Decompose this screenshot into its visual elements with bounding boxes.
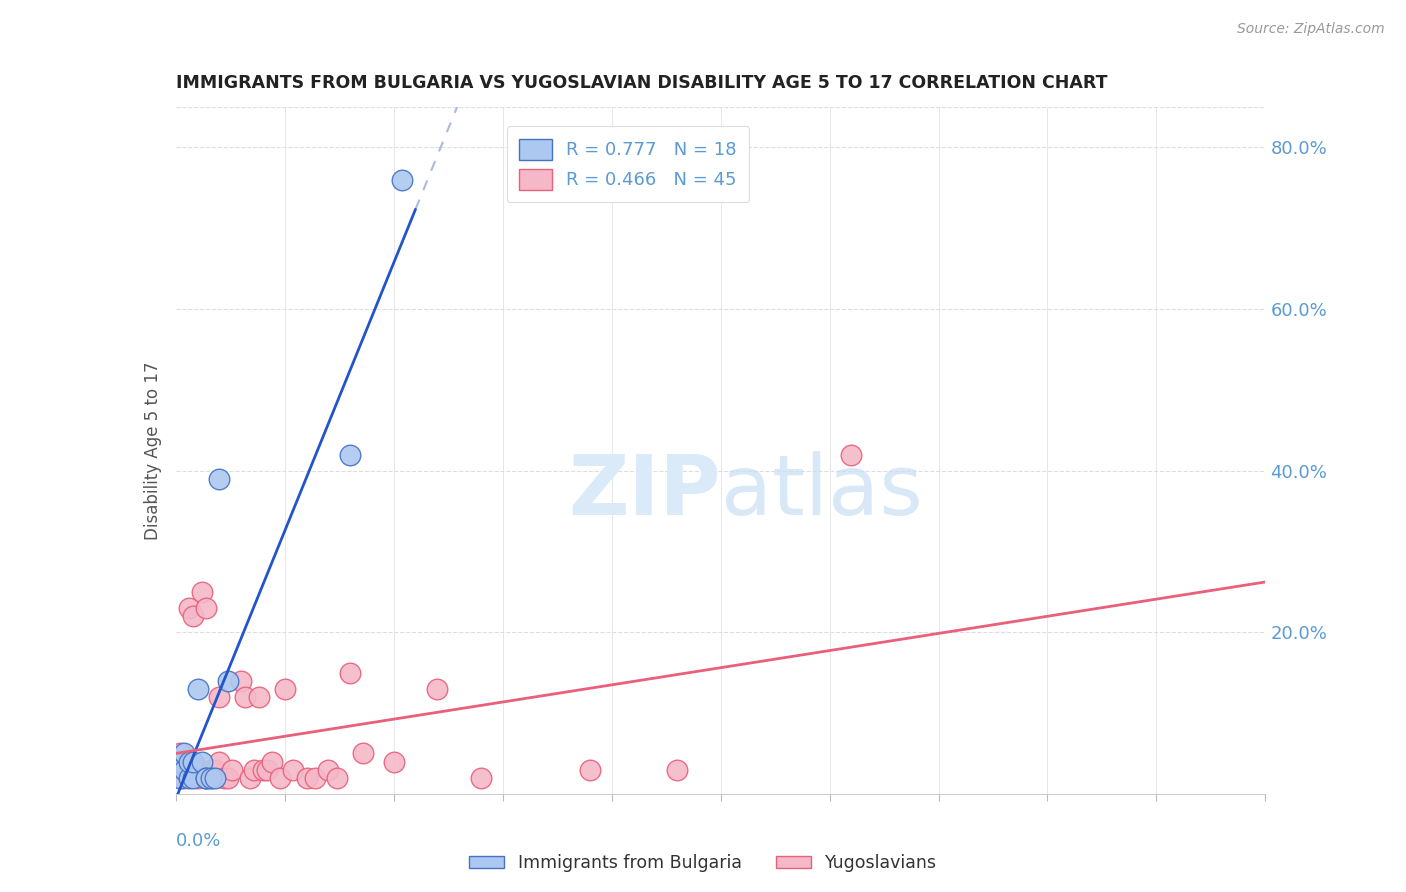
Point xyxy=(177,755,200,769)
Point xyxy=(195,601,218,615)
Point xyxy=(173,747,195,761)
Point xyxy=(221,763,243,777)
Point xyxy=(195,771,218,785)
Point xyxy=(186,763,209,777)
Point xyxy=(177,763,200,777)
Point xyxy=(186,681,209,696)
Point xyxy=(173,763,195,777)
Point xyxy=(252,763,274,777)
Point xyxy=(169,755,191,769)
Point xyxy=(169,763,191,777)
Point xyxy=(217,673,239,688)
Point xyxy=(191,585,214,599)
Text: Source: ZipAtlas.com: Source: ZipAtlas.com xyxy=(1237,22,1385,37)
Point xyxy=(217,771,239,785)
Point xyxy=(260,755,283,769)
Point xyxy=(283,763,305,777)
Point xyxy=(426,681,449,696)
Point xyxy=(339,448,361,462)
Point xyxy=(295,771,318,785)
Point xyxy=(177,771,200,785)
Point xyxy=(239,771,262,785)
Point xyxy=(186,771,209,785)
Point xyxy=(169,747,191,761)
Point xyxy=(208,755,231,769)
Point xyxy=(243,763,266,777)
Point xyxy=(212,771,235,785)
Text: atlas: atlas xyxy=(721,451,922,533)
Point xyxy=(352,747,374,761)
Point xyxy=(200,771,222,785)
Point xyxy=(169,771,191,785)
Text: 0.0%: 0.0% xyxy=(176,831,221,850)
Point xyxy=(579,763,602,777)
Point xyxy=(181,755,204,769)
Point xyxy=(191,755,214,769)
Point xyxy=(304,771,326,785)
Point xyxy=(231,673,253,688)
Point xyxy=(666,763,689,777)
Point xyxy=(177,601,200,615)
Point xyxy=(841,448,863,462)
Y-axis label: Disability Age 5 to 17: Disability Age 5 to 17 xyxy=(143,361,162,540)
Point xyxy=(274,681,297,696)
Point xyxy=(200,763,222,777)
Point xyxy=(195,771,218,785)
Point xyxy=(208,472,231,486)
Point xyxy=(181,609,204,624)
Point xyxy=(318,763,340,777)
Point xyxy=(269,771,291,785)
Point xyxy=(339,665,361,680)
Text: ZIP: ZIP xyxy=(568,451,721,533)
Legend: R = 0.777   N = 18, R = 0.466   N = 45: R = 0.777 N = 18, R = 0.466 N = 45 xyxy=(506,127,749,202)
Point xyxy=(382,755,405,769)
Point xyxy=(208,690,231,704)
Point xyxy=(181,771,204,785)
Point xyxy=(470,771,492,785)
Legend: Immigrants from Bulgaria, Yugoslavians: Immigrants from Bulgaria, Yugoslavians xyxy=(463,847,943,879)
Point xyxy=(169,771,191,785)
Point xyxy=(173,771,195,785)
Point xyxy=(173,755,195,769)
Text: IMMIGRANTS FROM BULGARIA VS YUGOSLAVIAN DISABILITY AGE 5 TO 17 CORRELATION CHART: IMMIGRANTS FROM BULGARIA VS YUGOSLAVIAN … xyxy=(176,74,1108,92)
Point xyxy=(391,173,413,187)
Point xyxy=(247,690,270,704)
Point xyxy=(204,763,226,777)
Point xyxy=(204,771,226,785)
Point xyxy=(256,763,278,777)
Point xyxy=(326,771,349,785)
Point xyxy=(195,771,218,785)
Point xyxy=(181,763,204,777)
Point xyxy=(200,771,222,785)
Point xyxy=(235,690,257,704)
